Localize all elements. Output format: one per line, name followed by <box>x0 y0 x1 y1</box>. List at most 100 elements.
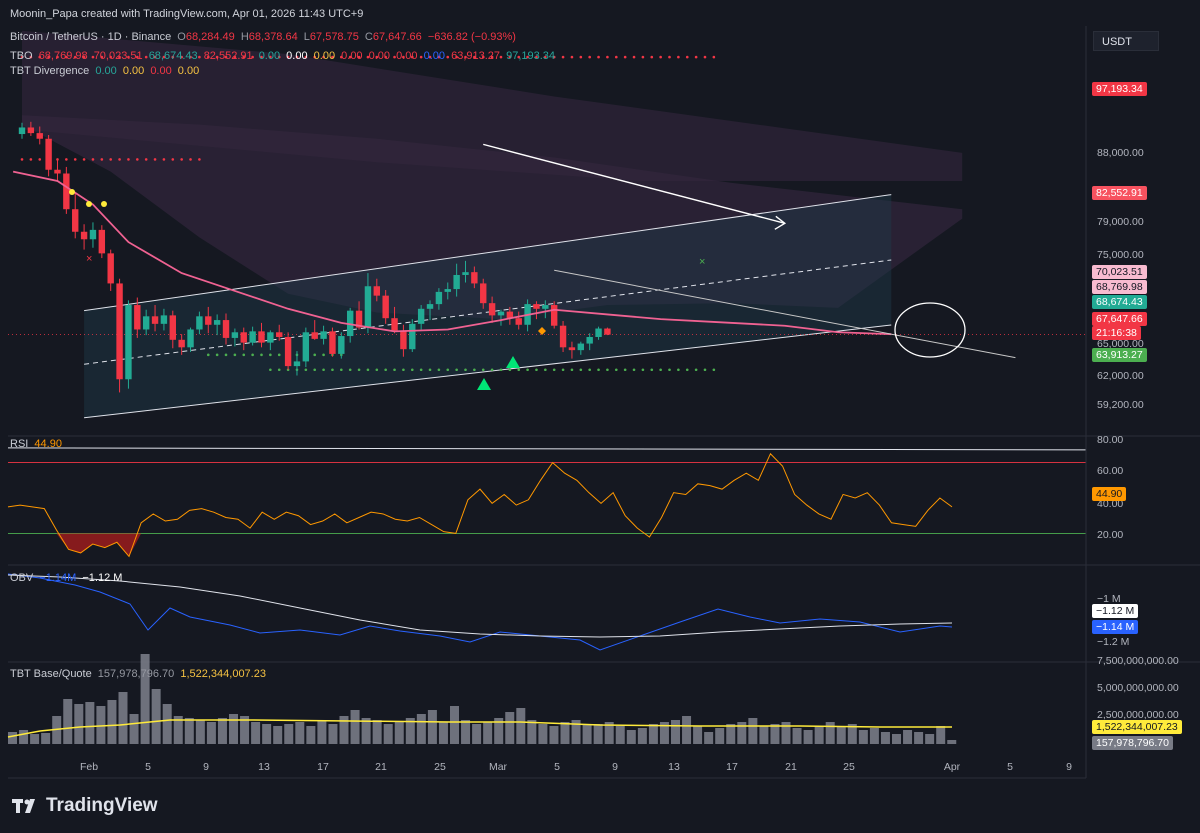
candle-body[interactable] <box>213 320 221 325</box>
candle-body[interactable] <box>80 231 88 240</box>
candle-body[interactable] <box>417 308 425 324</box>
candle-body[interactable] <box>346 310 354 337</box>
rsi-label[interactable]: RSI <box>10 438 29 450</box>
candle-body[interactable] <box>338 336 345 354</box>
candle-body[interactable] <box>373 286 380 296</box>
tbo-dot-red <box>144 158 148 161</box>
candle-body[interactable] <box>89 229 97 240</box>
candle-body[interactable] <box>45 138 52 170</box>
candle-body[interactable] <box>258 331 265 343</box>
volume-bar <box>206 722 216 744</box>
price-tick-label: 62,000.00 <box>1097 370 1144 382</box>
legend-symbol[interactable]: Bitcoin / TetherUS · 1D · Binance <box>10 31 172 43</box>
candle-body[interactable] <box>311 332 318 339</box>
candle-body[interactable] <box>222 320 230 338</box>
candle-body[interactable] <box>595 328 602 337</box>
volume-label[interactable]: TBT Base/Quote <box>10 668 92 680</box>
volume-bar <box>383 724 393 744</box>
candle-body[interactable] <box>169 315 176 340</box>
ema-line[interactable] <box>12 170 892 336</box>
candle-body[interactable] <box>435 291 443 305</box>
candle-body[interactable] <box>506 311 514 319</box>
downtrend-line[interactable] <box>554 269 1016 359</box>
candle-body[interactable] <box>577 343 585 351</box>
trend-arrow-line[interactable] <box>483 143 785 224</box>
candle-body[interactable] <box>382 295 389 319</box>
rsi-trend-line[interactable] <box>7 447 1087 451</box>
candle-body[interactable] <box>302 332 310 362</box>
candle-body[interactable] <box>293 361 301 367</box>
candle-body[interactable] <box>196 316 203 330</box>
candle-body[interactable] <box>187 329 194 348</box>
candle-body[interactable] <box>480 283 487 304</box>
candle-body[interactable] <box>240 332 247 343</box>
candle-body[interactable] <box>54 169 61 174</box>
obv-label[interactable]: OBV <box>10 572 34 584</box>
candle-body[interactable] <box>568 347 576 351</box>
candle-body[interactable] <box>604 328 611 335</box>
candle-body[interactable] <box>27 127 35 134</box>
rsi-line[interactable] <box>7 452 953 558</box>
candle-body[interactable] <box>125 305 132 380</box>
candle-body[interactable] <box>444 289 451 292</box>
candle-body[interactable] <box>72 209 79 232</box>
candle-body[interactable] <box>409 323 416 350</box>
candle-body[interactable] <box>36 133 43 139</box>
candle-body[interactable] <box>18 127 26 135</box>
candle-body[interactable] <box>231 332 239 338</box>
candle-body[interactable] <box>205 316 212 325</box>
candle-body[interactable] <box>364 286 372 328</box>
candle-body[interactable] <box>320 331 327 339</box>
candle-body[interactable] <box>462 272 469 275</box>
candle-body[interactable] <box>134 305 141 330</box>
volume-bar <box>350 710 360 744</box>
volume-bar <box>195 720 205 744</box>
volume-bar <box>626 730 636 744</box>
candle-body[interactable] <box>391 318 398 331</box>
candle-body[interactable] <box>542 305 549 309</box>
channel-mid-line[interactable] <box>84 259 892 365</box>
candle-body[interactable] <box>400 330 407 350</box>
candle-body[interactable] <box>488 303 496 316</box>
tbo-dot-top <box>579 55 583 59</box>
highlight-circle[interactable] <box>894 302 966 358</box>
candle-body[interactable] <box>267 332 274 343</box>
obv-line[interactable] <box>7 573 953 651</box>
tbo-dot-green <box>473 368 476 372</box>
candle-body[interactable] <box>426 304 434 309</box>
candle-body[interactable] <box>551 305 558 326</box>
candle-body[interactable] <box>160 315 168 324</box>
candle-body[interactable] <box>249 331 256 343</box>
candle-body[interactable] <box>98 229 106 254</box>
volume-bar <box>427 710 437 744</box>
candle-body[interactable] <box>178 339 185 348</box>
candle-body[interactable] <box>284 336 292 367</box>
currency-button[interactable]: USDT <box>1093 31 1159 51</box>
candle-body[interactable] <box>116 283 123 380</box>
candle-body[interactable] <box>559 325 567 348</box>
tbo-dot-top <box>29 55 33 59</box>
candle-body[interactable] <box>107 253 114 284</box>
volume-quote-line[interactable] <box>7 719 952 738</box>
candle-body[interactable] <box>515 318 522 325</box>
tbt-div-label[interactable]: TBT Divergence <box>10 65 90 77</box>
tbo-dot-top <box>473 55 476 59</box>
channel-lower-line[interactable] <box>84 324 892 419</box>
candle-body[interactable] <box>586 336 593 344</box>
obv-ma-line[interactable] <box>7 574 953 638</box>
candle-body[interactable] <box>329 331 336 354</box>
candle-body[interactable] <box>453 274 460 290</box>
candle-body[interactable] <box>151 316 159 324</box>
candle-body[interactable] <box>63 173 70 210</box>
candle-body[interactable] <box>355 310 363 328</box>
candle-body[interactable] <box>276 332 283 337</box>
candle-body[interactable] <box>533 304 540 309</box>
tbo-dot-top <box>189 55 192 59</box>
ohlc-open: 68,284.49 <box>185 31 235 43</box>
candle-body[interactable] <box>142 316 150 330</box>
candle-body[interactable] <box>471 272 478 284</box>
tbo-label[interactable]: TBO <box>10 50 33 62</box>
candle-body[interactable] <box>497 311 505 316</box>
channel-upper-line[interactable] <box>84 194 892 312</box>
